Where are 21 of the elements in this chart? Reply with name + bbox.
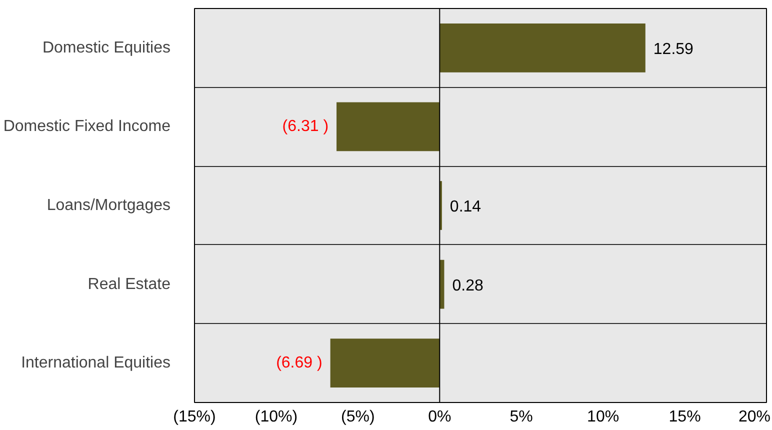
x-tick-label: 5% xyxy=(510,408,533,426)
y-tick-label: Domestic Equities xyxy=(42,39,170,56)
bar xyxy=(330,338,440,388)
data-label: 0.14 xyxy=(450,198,482,216)
x-tick-label: 10% xyxy=(587,408,620,426)
data-label: (6.31 ) xyxy=(282,118,329,136)
bar xyxy=(336,102,440,152)
y-tick-label: Domestic Fixed Income xyxy=(3,118,171,136)
x-tick-label: 0% xyxy=(428,408,452,426)
data-label: (6.69 ) xyxy=(276,354,322,372)
y-tick-label: International Equities xyxy=(21,354,171,372)
x-tick-label: (15%) xyxy=(173,408,216,426)
x-tick-label: (5%) xyxy=(341,408,375,426)
x-tick-label: (10%) xyxy=(254,408,298,426)
data-label: 0.28 xyxy=(452,277,484,294)
x-tick-label: 15% xyxy=(668,408,701,426)
y-tick-label: Loans/Mortgages xyxy=(46,197,171,214)
data-label: 12.59 xyxy=(653,40,694,58)
y-tick-label: Real Estate xyxy=(88,276,171,293)
x-tick-label: 20% xyxy=(738,408,771,426)
bar xyxy=(440,23,646,72)
